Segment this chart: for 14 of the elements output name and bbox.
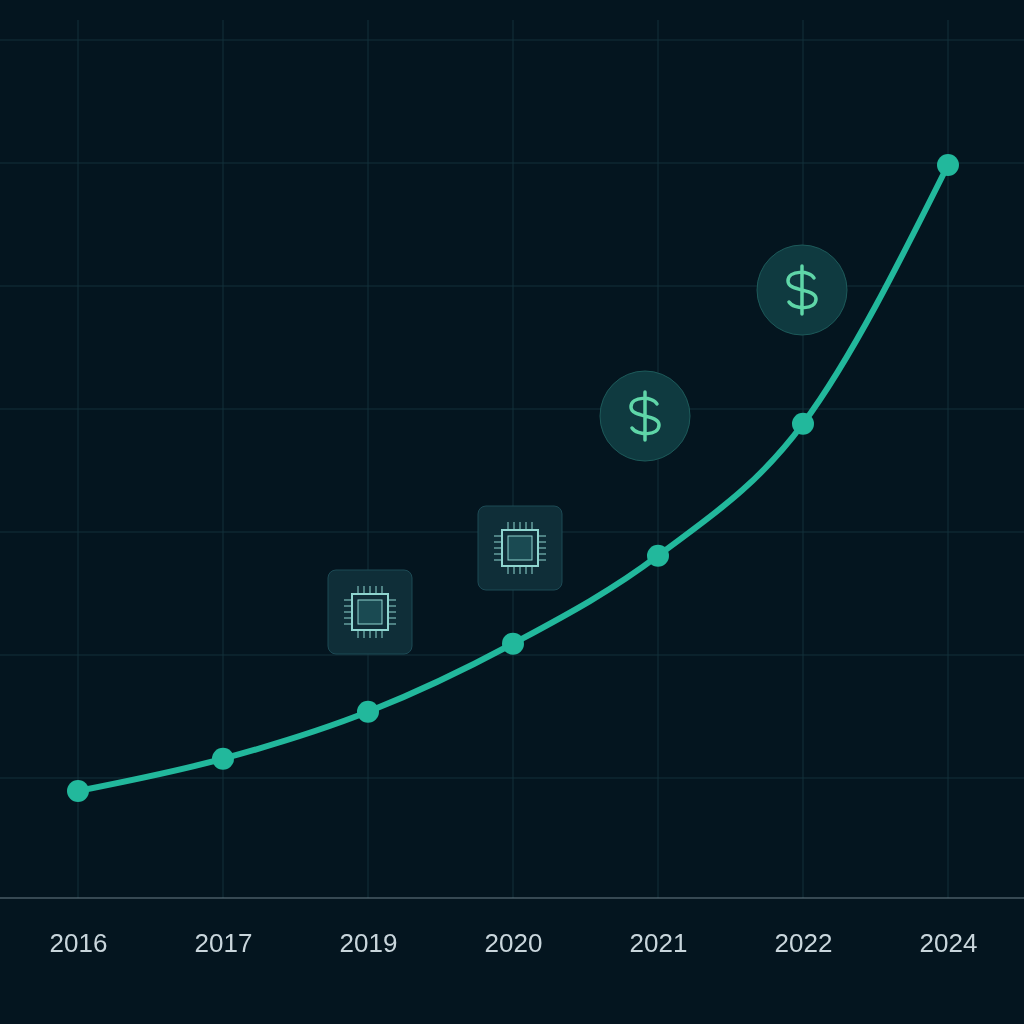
point	[212, 747, 234, 770]
point	[937, 154, 959, 176]
point	[647, 544, 669, 567]
point	[67, 780, 89, 802]
point	[792, 412, 814, 435]
point	[357, 700, 379, 723]
x-tick-label: 2016	[49, 928, 108, 959]
x-tick-label: 2021	[629, 928, 688, 959]
point	[502, 632, 524, 655]
x-tick-label: 2019	[339, 928, 398, 959]
x-tick-label: 2017	[194, 928, 253, 959]
x-tick-label: 2024	[919, 928, 978, 959]
x-tick-label: 2022	[774, 928, 833, 959]
x-tick-label: 2020	[484, 928, 543, 959]
